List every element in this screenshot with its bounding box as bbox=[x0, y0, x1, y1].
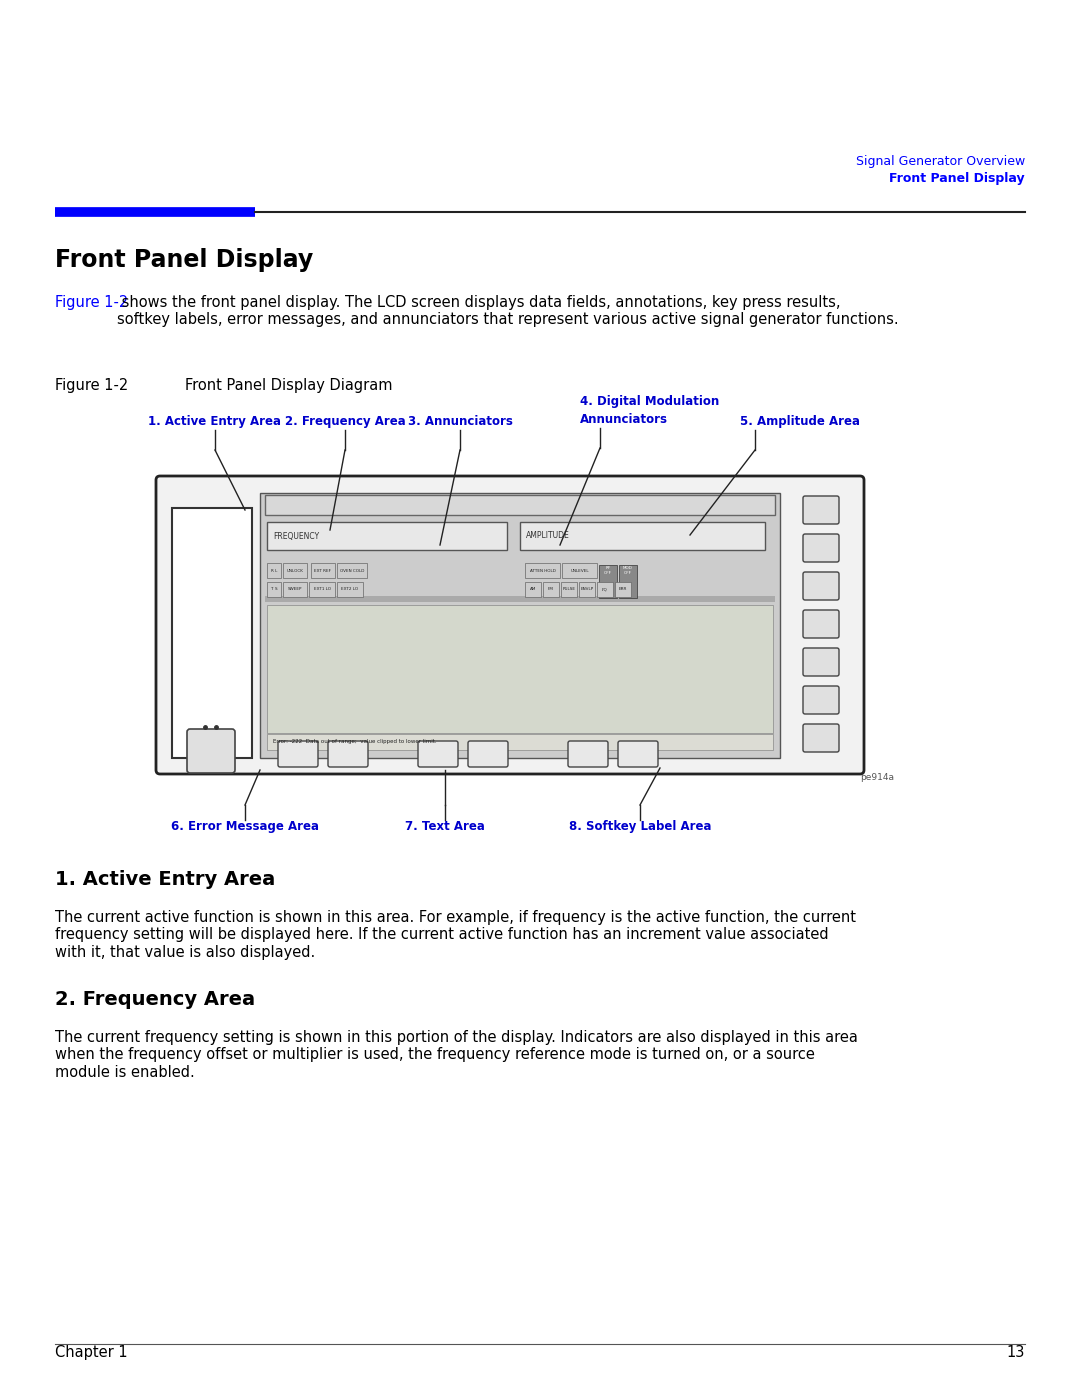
Text: AM: AM bbox=[530, 588, 536, 591]
Text: Figure 1-2: Figure 1-2 bbox=[55, 379, 129, 393]
Text: 8. Softkey Label Area: 8. Softkey Label Area bbox=[569, 820, 712, 833]
Text: 3. Annunciators: 3. Annunciators bbox=[407, 415, 512, 427]
FancyBboxPatch shape bbox=[187, 729, 235, 773]
Text: Front Panel Display: Front Panel Display bbox=[55, 249, 313, 272]
Text: Figure 1-2: Figure 1-2 bbox=[55, 295, 129, 310]
Text: UNLOCK: UNLOCK bbox=[286, 569, 303, 573]
Text: 1. Active Entry Area: 1. Active Entry Area bbox=[149, 415, 282, 427]
Bar bbox=[265, 597, 775, 602]
FancyBboxPatch shape bbox=[468, 740, 508, 767]
Bar bbox=[172, 509, 252, 759]
FancyBboxPatch shape bbox=[804, 610, 839, 638]
FancyBboxPatch shape bbox=[804, 496, 839, 524]
Text: 7. Text Area: 7. Text Area bbox=[405, 820, 485, 833]
FancyBboxPatch shape bbox=[156, 476, 864, 774]
FancyBboxPatch shape bbox=[328, 740, 368, 767]
Text: 2. Frequency Area: 2. Frequency Area bbox=[55, 990, 255, 1009]
Bar bbox=[337, 583, 363, 597]
Text: 2. Frequency Area: 2. Frequency Area bbox=[285, 415, 405, 427]
Bar bbox=[267, 583, 281, 597]
Bar bbox=[579, 583, 595, 597]
FancyBboxPatch shape bbox=[804, 686, 839, 714]
Text: I/Q: I/Q bbox=[603, 588, 608, 591]
Text: shows the front panel display. The LCD screen displays data fields, annotations,: shows the front panel display. The LCD s… bbox=[117, 295, 899, 327]
Text: The current active function is shown in this area. For example, if frequency is : The current active function is shown in … bbox=[55, 909, 856, 960]
FancyBboxPatch shape bbox=[804, 648, 839, 676]
Text: EXT REF: EXT REF bbox=[314, 569, 332, 573]
Bar bbox=[561, 583, 577, 597]
Text: pe914a: pe914a bbox=[860, 773, 894, 782]
Text: EXT2 LO: EXT2 LO bbox=[341, 588, 359, 591]
Text: The current frequency setting is shown in this portion of the display. Indicator: The current frequency setting is shown i… bbox=[55, 1030, 858, 1080]
Bar bbox=[267, 605, 773, 733]
Bar bbox=[309, 583, 335, 597]
Text: R L: R L bbox=[271, 569, 278, 573]
Bar bbox=[519, 522, 765, 550]
Bar bbox=[525, 563, 561, 578]
Bar bbox=[597, 583, 613, 597]
Bar bbox=[543, 583, 559, 597]
Text: FM: FM bbox=[548, 588, 554, 591]
Text: 13: 13 bbox=[1007, 1345, 1025, 1361]
Text: ENVLP: ENVLP bbox=[580, 588, 594, 591]
Text: Front Panel Display Diagram: Front Panel Display Diagram bbox=[185, 379, 392, 393]
Bar bbox=[562, 563, 597, 578]
Bar bbox=[525, 583, 541, 597]
FancyBboxPatch shape bbox=[278, 740, 318, 767]
Text: PULSE: PULSE bbox=[563, 588, 576, 591]
Text: UNLEVEL: UNLEVEL bbox=[570, 569, 589, 573]
Bar bbox=[311, 563, 335, 578]
Text: 4. Digital Modulation: 4. Digital Modulation bbox=[580, 395, 719, 408]
Text: EXT1 LO: EXT1 LO bbox=[313, 588, 330, 591]
Bar bbox=[267, 733, 773, 750]
FancyBboxPatch shape bbox=[568, 740, 608, 767]
Bar bbox=[265, 495, 775, 515]
Bar bbox=[599, 564, 617, 598]
Text: SWEEP: SWEEP bbox=[287, 588, 302, 591]
Text: FREQUENCY: FREQUENCY bbox=[273, 531, 319, 541]
Bar bbox=[283, 583, 307, 597]
Text: MOD
OFF: MOD OFF bbox=[623, 566, 633, 574]
Text: RF
OFF: RF OFF bbox=[604, 566, 612, 574]
Text: ATTEN HOLD: ATTEN HOLD bbox=[529, 569, 555, 573]
Text: Signal Generator Overview: Signal Generator Overview bbox=[855, 155, 1025, 168]
Text: Chapter 1: Chapter 1 bbox=[55, 1345, 127, 1361]
FancyBboxPatch shape bbox=[418, 740, 458, 767]
Bar bbox=[267, 563, 281, 578]
Text: AMPLITUDE: AMPLITUDE bbox=[526, 531, 570, 541]
Text: ERR: ERR bbox=[619, 588, 627, 591]
Text: Error: -222  Data out of range;  value clipped to lower limit.: Error: -222 Data out of range; value cli… bbox=[273, 739, 436, 745]
FancyBboxPatch shape bbox=[618, 740, 658, 767]
Text: T  S: T S bbox=[270, 588, 278, 591]
Bar bbox=[619, 564, 637, 598]
Bar bbox=[283, 563, 307, 578]
Text: 6. Error Message Area: 6. Error Message Area bbox=[171, 820, 319, 833]
Text: 5. Amplitude Area: 5. Amplitude Area bbox=[740, 415, 860, 427]
FancyBboxPatch shape bbox=[804, 534, 839, 562]
Text: Annunciators: Annunciators bbox=[580, 414, 669, 426]
FancyBboxPatch shape bbox=[804, 571, 839, 599]
Bar bbox=[615, 583, 631, 597]
FancyBboxPatch shape bbox=[804, 724, 839, 752]
Text: OVEN COLD: OVEN COLD bbox=[340, 569, 364, 573]
Bar bbox=[267, 522, 507, 550]
Text: 1. Active Entry Area: 1. Active Entry Area bbox=[55, 870, 275, 888]
Bar bbox=[260, 493, 780, 759]
Text: Front Panel Display: Front Panel Display bbox=[889, 172, 1025, 184]
Bar bbox=[337, 563, 367, 578]
